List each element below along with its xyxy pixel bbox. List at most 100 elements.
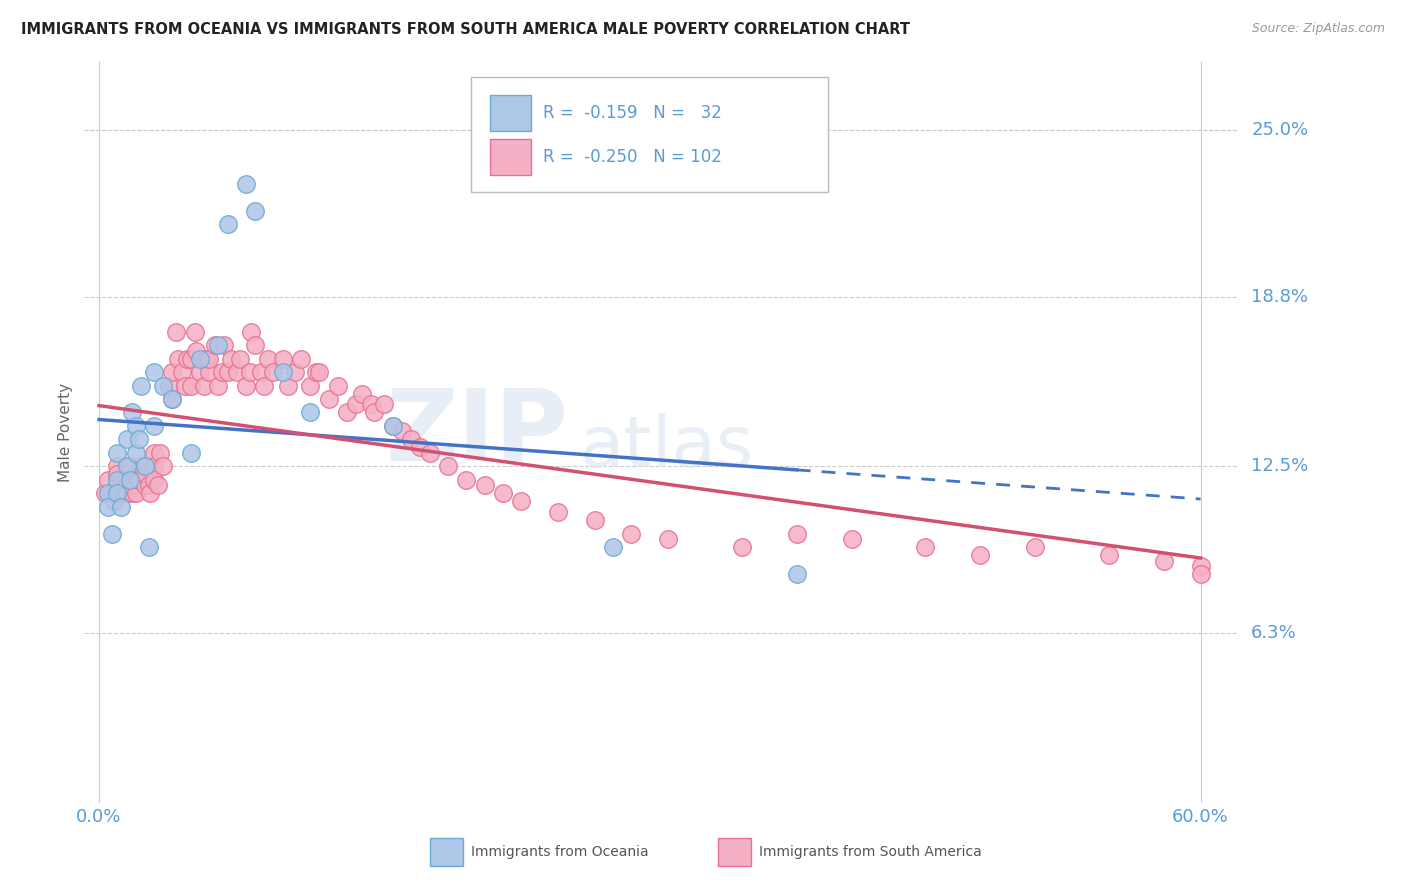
Point [399,433,422,447]
Point [299,405,322,419]
Point [138,478,160,492]
Point [730,540,752,554]
FancyBboxPatch shape [471,78,828,192]
Point [97,473,120,487]
Point [186,343,208,358]
Point [174,378,197,392]
Point [194,351,217,366]
Point [1189,558,1212,573]
Point [115,486,138,500]
Point [212,338,235,352]
Point [115,478,138,492]
Point [271,351,294,366]
Point [277,378,299,392]
Point [257,351,280,366]
Point [456,473,478,487]
Point [162,392,184,406]
Point [107,459,129,474]
Point [381,418,404,433]
Bar [718,838,751,866]
Point [120,473,142,487]
Point [97,500,120,514]
Bar [491,139,530,175]
Point [101,526,124,541]
Point [299,378,322,392]
Point [239,365,262,379]
Point [162,392,184,406]
Point [381,418,404,433]
Point [107,467,129,482]
Point [235,378,257,392]
Point [188,351,211,366]
Point [115,459,138,474]
Point [129,459,152,474]
Point [409,441,432,455]
Text: 25.0%: 25.0% [1251,120,1309,139]
Point [111,473,134,487]
Point [115,473,138,487]
Point [103,494,125,508]
Point [193,378,215,392]
Point [107,478,129,492]
Point [180,378,202,392]
Point [318,392,340,406]
Point [841,532,863,546]
Text: 6.3%: 6.3% [1251,624,1296,642]
Point [284,365,307,379]
Point [143,459,166,474]
Point [207,378,229,392]
Point [134,467,156,482]
Point [271,365,294,379]
Point [602,540,624,554]
Point [620,526,643,541]
Point [204,338,226,352]
Point [152,459,174,474]
Point [360,397,382,411]
Point [167,351,190,366]
Point [128,433,150,447]
Text: ZIP: ZIP [385,384,568,481]
Point [125,486,148,500]
Point [146,478,169,492]
Point [157,378,180,392]
Point [125,418,148,433]
Point [350,386,373,401]
Point [110,486,132,500]
Point [207,338,229,352]
Point [143,365,166,379]
Point [128,473,150,487]
Point [217,217,239,231]
Point [308,365,330,379]
Point [162,365,184,379]
Point [262,365,284,379]
Point [165,325,187,339]
Point [437,459,460,474]
Point [786,566,808,581]
Point [305,365,328,379]
Point [115,433,138,447]
Point [225,365,247,379]
Point [138,540,160,554]
Point [180,446,202,460]
Point [121,486,143,500]
Point [183,325,205,339]
Point [1153,553,1175,567]
Point [336,405,359,419]
Point [143,446,166,460]
Point [418,446,440,460]
Point [290,351,312,366]
Point [326,378,349,392]
Point [373,397,395,411]
Point [229,351,252,366]
Point [93,486,115,500]
Point [143,418,166,433]
Point [492,486,515,500]
Point [240,325,263,339]
Point [363,405,385,419]
Point [198,351,221,366]
Point [97,486,120,500]
Point [474,478,496,492]
Point [1024,540,1046,554]
Bar [430,838,463,866]
Point [107,473,129,487]
